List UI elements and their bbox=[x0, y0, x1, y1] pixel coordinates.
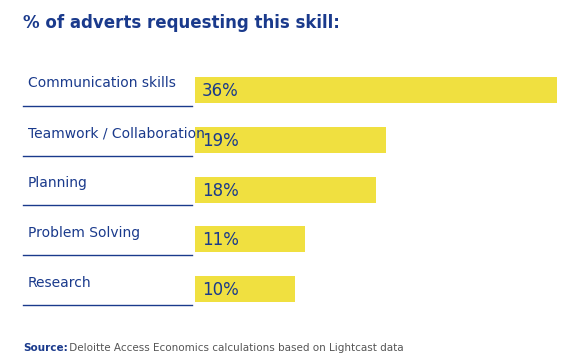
Text: Deloitte Access Economics calculations based on Lightcast data: Deloitte Access Economics calculations b… bbox=[66, 343, 404, 353]
Text: Teamwork / Collaboration: Teamwork / Collaboration bbox=[28, 126, 204, 140]
Bar bbox=[195, 127, 386, 153]
Text: 19%: 19% bbox=[202, 132, 239, 150]
Text: Source:: Source: bbox=[23, 343, 68, 353]
Text: 10%: 10% bbox=[202, 281, 239, 299]
Text: Research: Research bbox=[28, 276, 91, 290]
Bar bbox=[195, 177, 375, 203]
Text: Communication skills: Communication skills bbox=[28, 76, 176, 90]
Bar bbox=[195, 226, 305, 252]
Text: Problem Solving: Problem Solving bbox=[28, 226, 140, 240]
Text: 18%: 18% bbox=[202, 181, 239, 199]
Text: 11%: 11% bbox=[202, 231, 239, 249]
Bar bbox=[195, 77, 557, 103]
Bar bbox=[195, 276, 295, 302]
Text: % of adverts requesting this skill:: % of adverts requesting this skill: bbox=[23, 14, 340, 32]
Text: 36%: 36% bbox=[202, 82, 239, 100]
Text: Planning: Planning bbox=[28, 176, 88, 190]
